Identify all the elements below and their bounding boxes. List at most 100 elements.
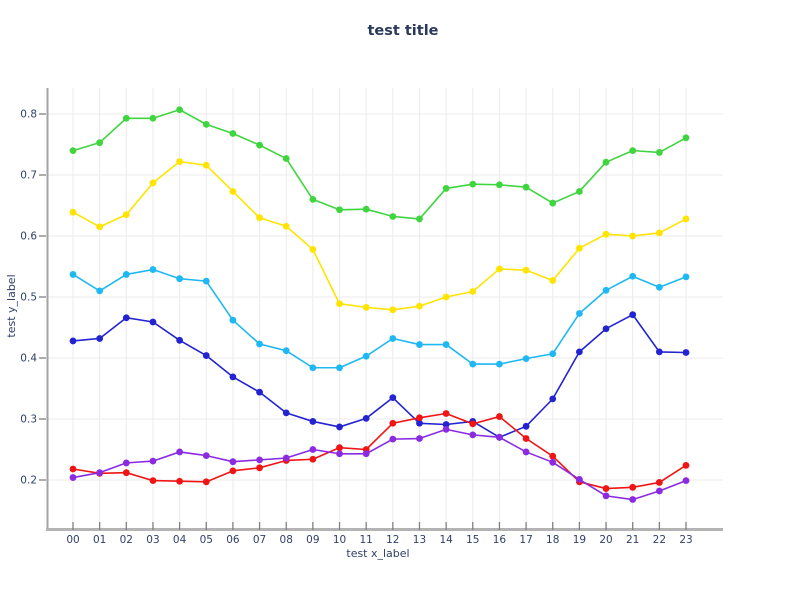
data-point-purple [629,496,637,503]
data-point-purple [682,477,690,485]
data-point-blue [522,422,530,430]
data-point-yellow [629,232,637,240]
data-point-purple [549,458,557,466]
x-axis-label: test x_label [346,547,409,560]
data-point-green [549,199,557,207]
x-tick-label: 06 [226,534,240,546]
data-point-cyan [682,273,690,281]
data-point-purple [575,475,583,483]
x-tick-label: 09 [306,534,319,546]
data-point-yellow [122,211,130,219]
data-point-blue [389,394,397,402]
data-point-green [176,106,184,114]
data-point-green [575,188,583,195]
data-point-red [416,414,423,422]
data-point-purple [362,450,370,458]
data-point-cyan [336,364,343,372]
data-point-yellow [256,214,263,222]
data-point-yellow [149,179,157,187]
data-point-blue [229,373,237,381]
data-point-green [256,141,263,149]
data-point-blue [629,311,637,319]
data-point-red [309,455,317,463]
data-point-blue [442,421,450,428]
data-point-cyan [149,266,157,273]
data-point-blue [282,409,290,417]
data-point-cyan [655,283,663,291]
data-point-yellow [389,306,397,314]
data-point-red [229,467,237,475]
data-point-blue [602,325,610,333]
x-tick-label: 11 [359,534,372,546]
data-point-cyan [309,364,317,372]
data-point-green [496,181,503,189]
data-point-red [682,461,690,469]
data-point-yellow [522,266,530,274]
data-point-cyan [602,286,610,294]
x-tick-label: 10 [333,534,346,546]
data-point-yellow [602,230,610,238]
data-point-purple [442,425,450,433]
data-point-red [629,483,637,491]
x-tick-label: 16 [493,534,507,546]
series-line-cyan [72,268,687,369]
data-point-green [69,147,77,155]
data-point-green [96,139,104,147]
data-point-cyan [389,335,397,342]
x-tick-label: 13 [413,534,426,546]
data-point-blue [575,348,583,356]
data-point-green [149,114,157,122]
x-tick-label: 12 [386,534,399,546]
data-point-cyan [575,310,583,317]
data-point-blue [336,423,343,431]
data-point-yellow [575,244,583,252]
data-point-cyan [522,355,530,363]
data-point-cyan [549,350,557,358]
data-point-cyan [69,271,77,278]
axis-layer [39,88,723,531]
data-point-purple [229,458,237,466]
x-tick-label: 08 [280,534,293,546]
data-point-cyan [496,360,503,368]
tick-label-layer: 0.2 0.3 0.4 0.5 0.6 0.7 0.8 00 01 02 03 04 05 06 07 08 0… [20,109,692,547]
data-point-red [522,435,530,442]
series-line-blue [72,313,687,439]
data-point-yellow [655,229,663,237]
data-point-yellow [362,303,370,311]
data-point-purple [122,459,130,467]
data-point-red [122,469,130,477]
data-point-yellow [282,222,290,230]
data-point-yellow [682,215,690,223]
data-point-cyan [96,287,104,295]
data-point-green [442,185,450,192]
data-point-cyan [229,316,237,324]
data-point-blue [309,418,317,425]
x-tick-label: 17 [519,534,532,546]
x-tick-label: 21 [626,534,639,546]
data-point-green [229,130,237,137]
data-point-blue [682,349,690,356]
data-point-red [469,420,477,428]
data-point-cyan [416,341,423,348]
data-point-yellow [229,188,237,195]
data-point-red [549,452,557,460]
data-point-blue [362,414,370,422]
data-point-cyan [176,275,184,283]
data-point-blue [416,419,423,427]
data-point-green [362,205,370,213]
data-point-cyan [122,271,130,278]
data-point-blue [122,314,130,322]
data-point-yellow [96,223,104,231]
data-point-purple [389,435,397,443]
data-point-red [69,465,77,473]
data-point-green [202,120,210,128]
data-point-cyan [469,360,477,368]
data-point-red [442,410,450,417]
data-point-green [282,155,290,162]
data-point-purple [149,457,157,465]
data-point-purple [602,492,610,500]
x-tick-label: 00 [66,534,79,546]
data-point-cyan [629,272,637,280]
